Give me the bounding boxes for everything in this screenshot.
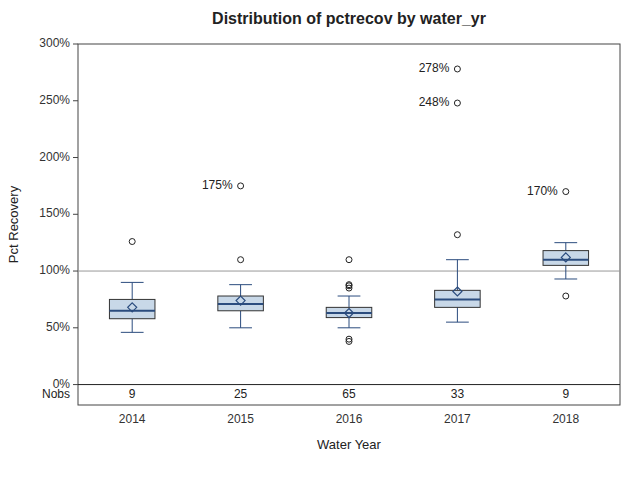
median xyxy=(326,312,372,314)
whisker xyxy=(565,243,566,251)
box-plot xyxy=(109,239,155,333)
y-tick-label: 300% xyxy=(39,36,70,50)
y-tick xyxy=(73,100,78,101)
outlier xyxy=(238,183,244,189)
chart: Distribution of pctrecov by water_yr0%50… xyxy=(0,0,640,480)
y-tick xyxy=(73,271,78,272)
nobs-label: Nobs xyxy=(42,387,70,401)
y-tick-label: 250% xyxy=(39,93,70,107)
outlier xyxy=(563,293,569,299)
whisker-cap xyxy=(446,259,469,260)
mean-marker xyxy=(236,296,245,305)
whisker-cap xyxy=(338,296,361,297)
y-tick xyxy=(73,327,78,328)
outlier xyxy=(346,282,352,288)
y-tick-label: 50% xyxy=(46,320,70,334)
x-tick-label: 2015 xyxy=(227,412,254,426)
nobs-value: 65 xyxy=(342,387,356,401)
whisker-cap xyxy=(229,327,252,328)
y-tick xyxy=(73,214,78,215)
box-plot xyxy=(326,257,372,345)
median xyxy=(543,259,589,261)
outlier xyxy=(238,257,244,263)
outlier xyxy=(346,257,352,263)
whisker-cap xyxy=(554,242,577,243)
mean-marker xyxy=(561,253,570,262)
annotation: 248% xyxy=(419,95,450,109)
x-tick-label: 2017 xyxy=(444,412,471,426)
whisker xyxy=(565,265,566,279)
nobs-value: 25 xyxy=(234,387,248,401)
y-tick-label: 200% xyxy=(39,150,70,164)
box xyxy=(326,307,372,317)
outlier xyxy=(454,100,460,106)
y-axis-label: Pct Recovery xyxy=(6,185,21,263)
x-tick-label: 2014 xyxy=(119,412,146,426)
box xyxy=(218,296,264,311)
background xyxy=(0,0,640,480)
whisker-cap xyxy=(338,327,361,328)
mean-marker xyxy=(128,303,137,312)
outlier xyxy=(563,189,569,195)
annotation: 278% xyxy=(419,61,450,75)
whisker-cap xyxy=(121,332,144,333)
y-tick xyxy=(73,157,78,158)
whisker xyxy=(457,260,458,291)
annotation: 170% xyxy=(527,184,558,198)
median xyxy=(435,298,481,300)
outlier xyxy=(346,336,352,342)
whisker-cap xyxy=(121,282,144,283)
whisker xyxy=(240,311,241,328)
mean-marker xyxy=(453,287,462,296)
nobs-value: 9 xyxy=(129,387,136,401)
whisker-cap xyxy=(446,322,469,323)
outlier xyxy=(129,239,135,245)
y-tick xyxy=(73,384,78,385)
annotation: 175% xyxy=(202,178,233,192)
box xyxy=(109,299,155,318)
nobs-value: 33 xyxy=(451,387,465,401)
whisker xyxy=(240,285,241,296)
baseline xyxy=(78,384,620,385)
whisker xyxy=(132,319,133,333)
plot-marks xyxy=(78,66,620,344)
whisker xyxy=(132,282,133,299)
whisker-cap xyxy=(554,278,577,279)
plot-frame xyxy=(78,44,620,405)
reference-line xyxy=(78,271,620,272)
x-tick-label: 2016 xyxy=(336,412,363,426)
nobs-value: 9 xyxy=(562,387,569,401)
box-plot xyxy=(218,183,264,328)
x-axis-label: Water Year xyxy=(317,437,382,452)
box-plot xyxy=(543,189,589,299)
whisker xyxy=(349,318,350,328)
mean-marker xyxy=(345,309,354,318)
box xyxy=(543,251,589,266)
title: Distribution of pctrecov by water_yr xyxy=(212,10,486,27)
box xyxy=(435,290,481,307)
whisker xyxy=(349,296,350,307)
outlier xyxy=(454,232,460,238)
x-tick-label: 2018 xyxy=(552,412,579,426)
y-tick-label: 100% xyxy=(39,263,70,277)
y-tick-label: 150% xyxy=(39,206,70,220)
whisker-cap xyxy=(229,284,252,285)
whisker xyxy=(457,307,458,322)
outlier xyxy=(454,66,460,72)
y-tick xyxy=(73,44,78,45)
